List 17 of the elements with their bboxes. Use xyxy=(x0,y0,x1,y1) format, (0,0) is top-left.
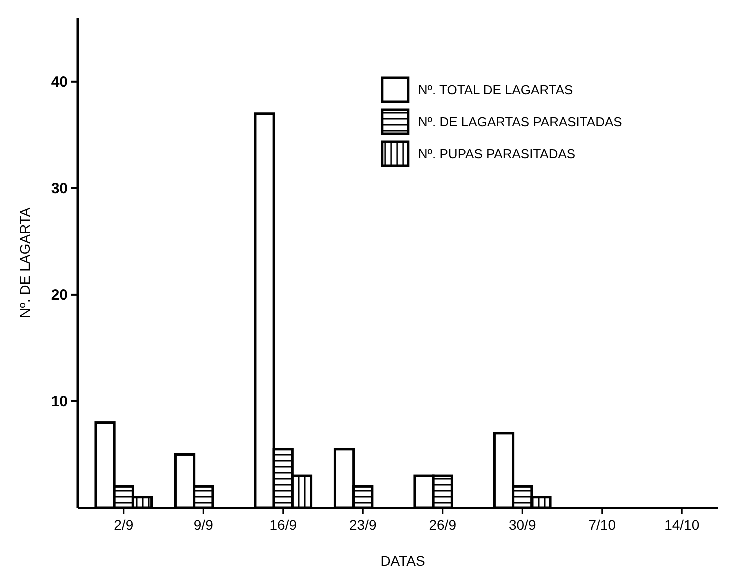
legend-label: Nº. TOTAL DE LAGARTAS xyxy=(418,82,574,98)
y-tick-label: 20 xyxy=(51,287,68,304)
x-tick-label: 7/10 xyxy=(588,517,616,533)
x-tick-label: 14/10 xyxy=(664,517,700,533)
legend-label: Nº. PUPAS PARASITADAS xyxy=(418,146,576,162)
x-tick-label: 26/9 xyxy=(429,517,457,533)
x-tick-label: 30/9 xyxy=(508,517,536,533)
y-tick-label: 30 xyxy=(51,180,68,198)
x-axis-title: DATAS xyxy=(380,553,426,569)
y-tick-label: 40 xyxy=(51,74,68,92)
y-tick-label: 10 xyxy=(51,394,68,411)
x-tick-label: 9/9 xyxy=(194,517,214,533)
legend-label: Nº. DE LAGARTAS PARASITADAS xyxy=(418,114,623,130)
y-axis-title: Nº. DE LAGARTA xyxy=(17,207,33,318)
x-tick-label: 23/9 xyxy=(350,517,377,533)
x-tick-label: 2/9 xyxy=(114,517,134,533)
x-tick-label: 16/9 xyxy=(270,517,298,533)
